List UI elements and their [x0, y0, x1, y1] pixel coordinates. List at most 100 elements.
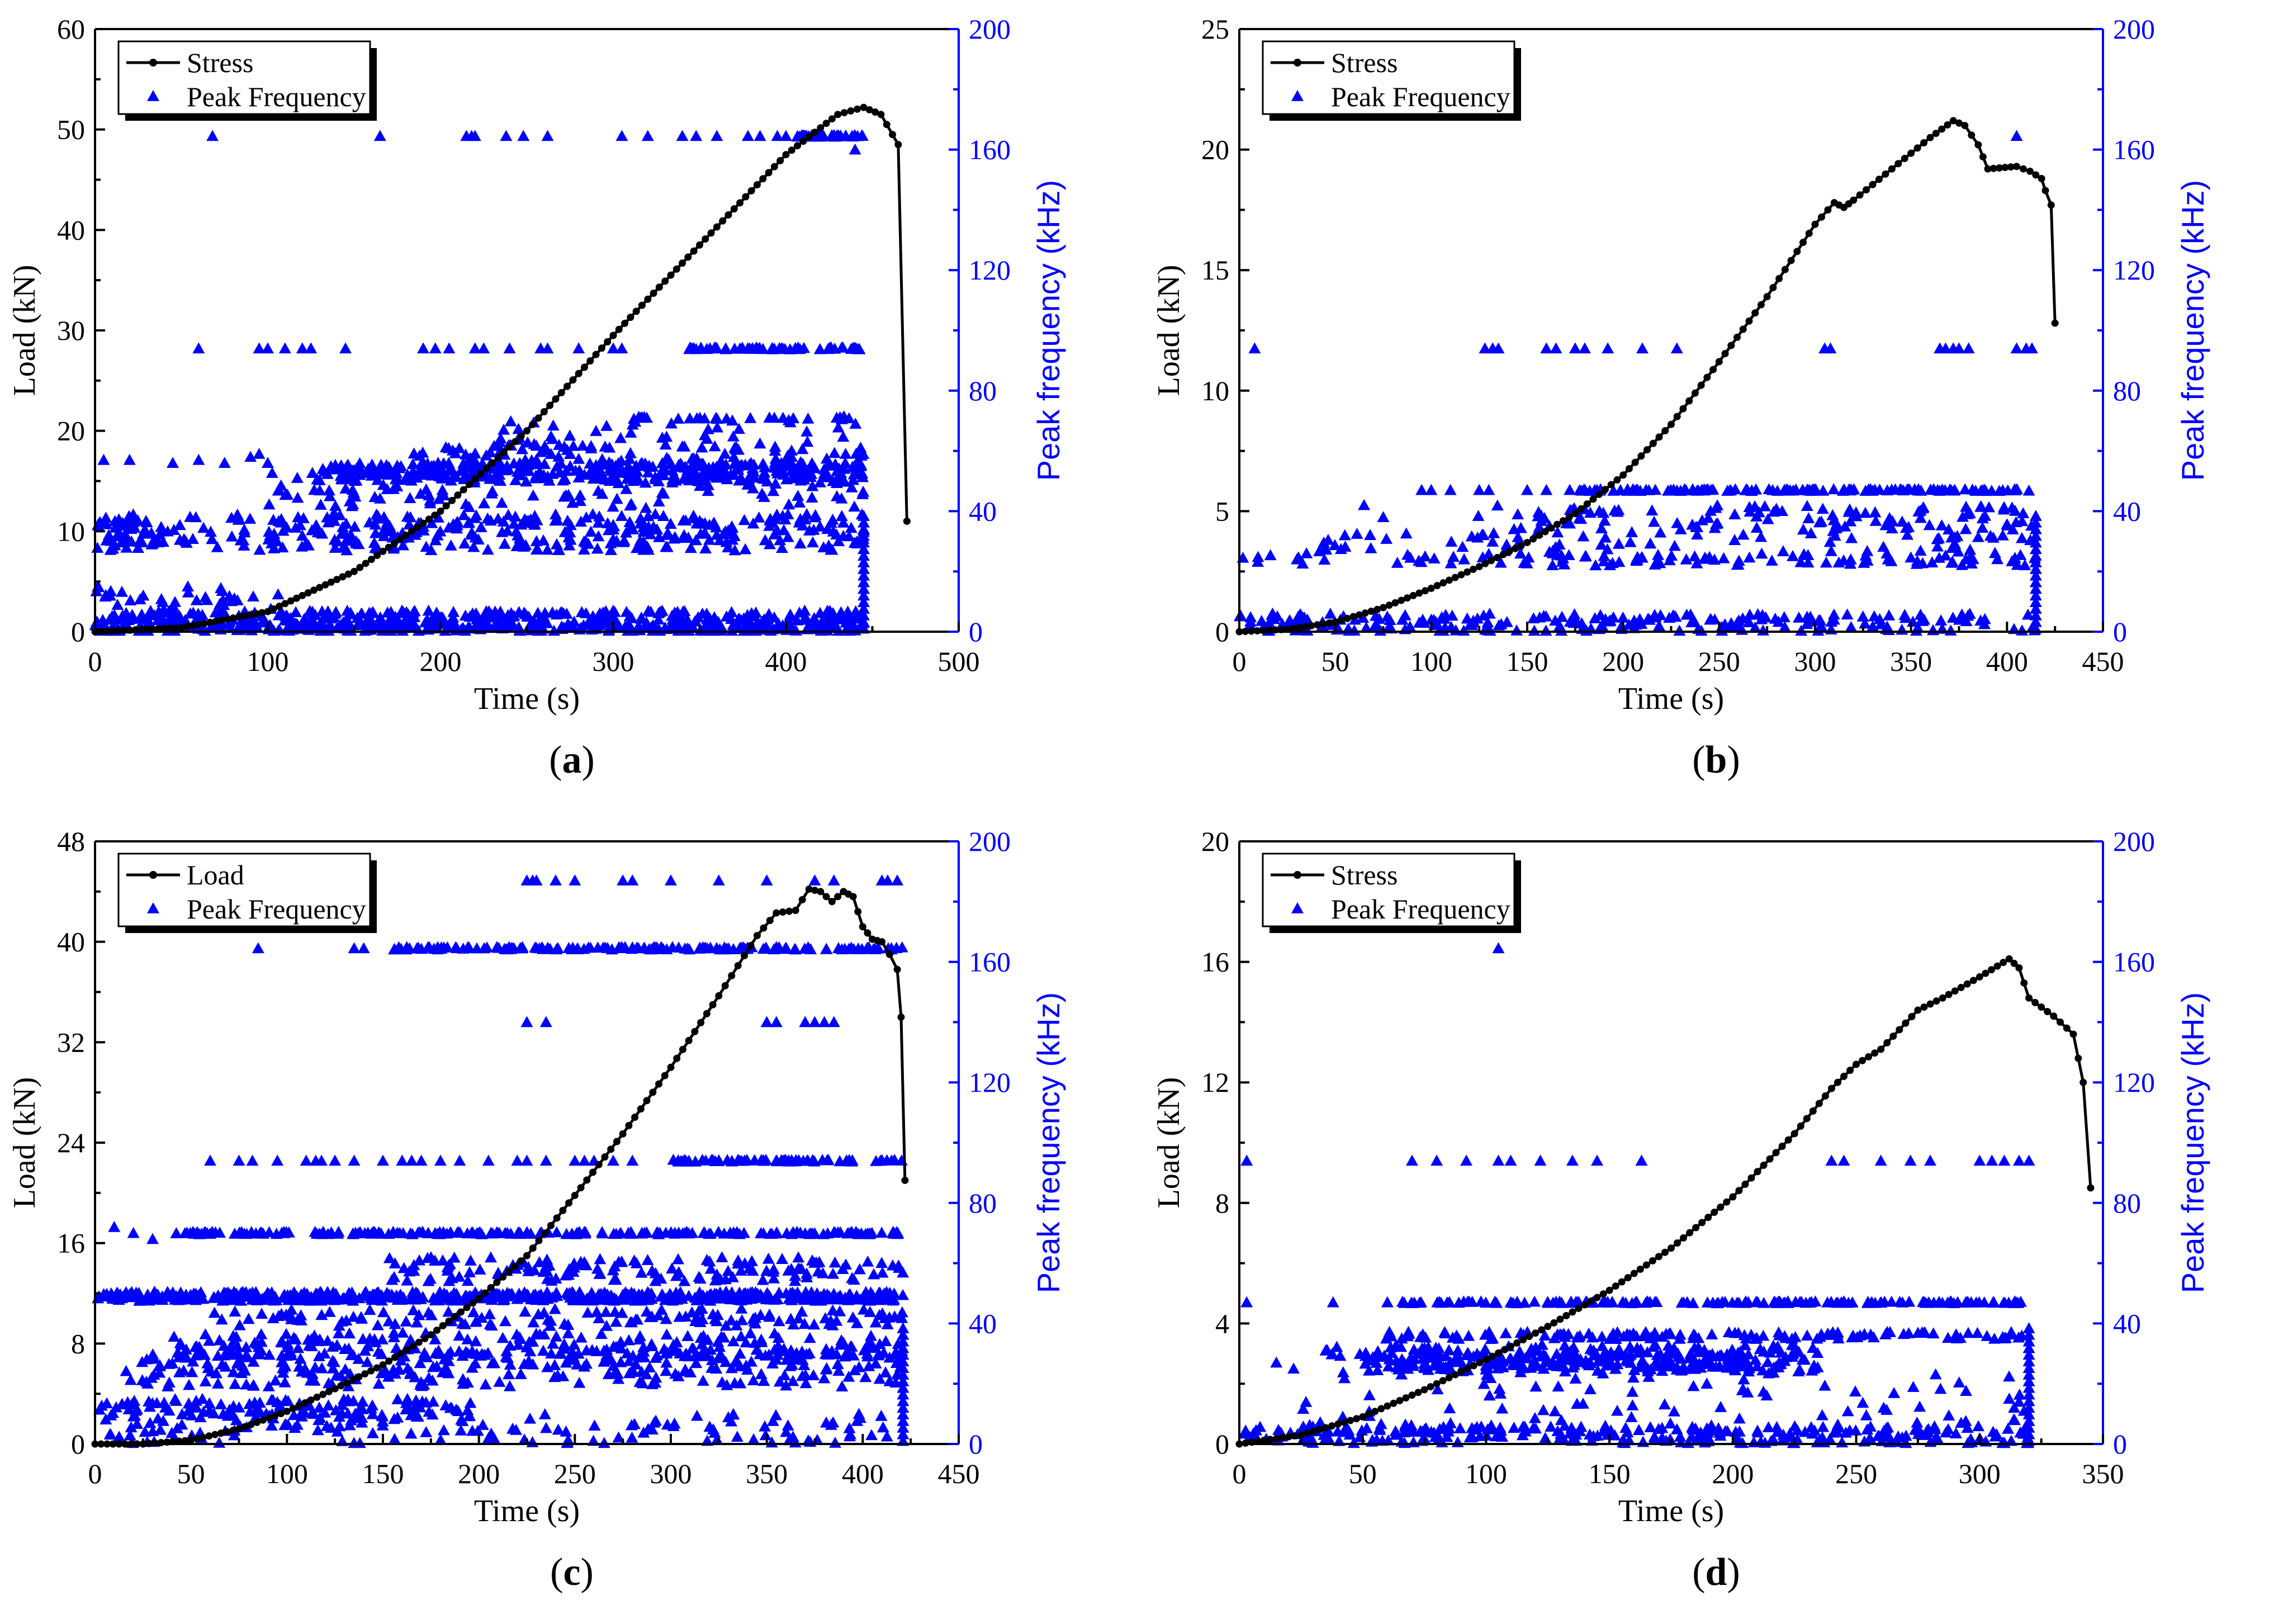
stress-marker: [736, 199, 744, 207]
peak-frequency-point: [409, 528, 421, 540]
peak-frequency-point: [537, 1344, 550, 1356]
peak-frequency-point: [329, 542, 342, 553]
stress-marker: [1721, 350, 1729, 358]
peak-frequency-point: [890, 942, 903, 953]
peak-frequency-point: [875, 1257, 888, 1268]
peak-frequency-point: [845, 522, 858, 533]
peak-frequency-point: [247, 1355, 260, 1367]
stress-marker: [344, 570, 352, 578]
peak-frequency-point: [679, 1365, 691, 1377]
stress-marker: [1565, 513, 1573, 521]
peak-frequency-point: [361, 1289, 373, 1300]
peak-frequency-point: [1599, 531, 1612, 543]
peak-frequency-point: [730, 1353, 743, 1365]
peak-frequency-point: [429, 1347, 442, 1358]
peak-frequency-point: [541, 617, 553, 628]
peak-frequency-point: [796, 1370, 809, 1381]
peak-frequency-point: [678, 1275, 691, 1286]
y-left-tick-label: 25: [1201, 13, 1229, 45]
peak-frequency-point: [669, 1367, 682, 1379]
peak-frequency-point: [1244, 611, 1257, 623]
peak-frequency-point: [229, 1305, 241, 1317]
peak-frequency-point: [532, 607, 544, 618]
peak-frequency-point: [96, 614, 109, 625]
peak-frequency-point: [1313, 545, 1326, 556]
peak-frequency-point: [189, 1341, 202, 1352]
peak-frequency-point: [747, 458, 760, 470]
peak-frequency-point: [1827, 483, 1840, 495]
peak-frequency-point: [757, 457, 770, 469]
peak-frequency-point: [516, 443, 529, 454]
peak-frequency-point: [332, 1327, 345, 1338]
stress-marker: [299, 591, 306, 599]
peak-frequency-point: [1415, 556, 1428, 567]
peak-frequency-point: [827, 1416, 840, 1428]
peak-frequency-point: [1935, 614, 1948, 626]
peak-frequency-point: [1301, 613, 1314, 625]
peak-frequency-point: [1696, 514, 1709, 525]
stress-marker: [644, 295, 652, 303]
peak-frequency-point: [781, 1419, 794, 1431]
peak-frequency-point: [312, 1350, 325, 1361]
peak-frequency-point: [820, 1362, 833, 1374]
peak-frequency-point: [877, 1421, 889, 1433]
peak-frequency-point: [856, 488, 869, 499]
peak-frequency-point: [2029, 562, 2042, 574]
peak-frequency-point: [1841, 608, 1854, 620]
peak-frequency-point: [746, 342, 759, 353]
stress-marker: [1863, 186, 1870, 193]
peak-frequency-point: [179, 534, 192, 546]
peak-frequency-point: [1264, 549, 1277, 561]
peak-frequency-point: [280, 1308, 292, 1320]
stress-marker: [655, 283, 663, 291]
peak-frequency-point: [858, 529, 870, 541]
peak-frequency-point: [1953, 342, 1965, 354]
peak-frequency-point: [1604, 559, 1617, 570]
peak-frequency-point: [305, 342, 318, 354]
peak-frequency-point: [122, 1403, 135, 1414]
peak-frequency-point: [216, 594, 229, 605]
peak-frequency-point: [769, 441, 781, 452]
peak-frequency-point: [1644, 537, 1657, 549]
peak-frequency-point: [873, 1372, 886, 1384]
y-left-tick-label: 10: [1201, 375, 1229, 406]
peak-frequency-point: [1533, 520, 1546, 532]
peak-frequency-point: [710, 1287, 723, 1299]
peak-frequency-point: [325, 1226, 338, 1238]
stress-marker: [333, 576, 341, 584]
peak-frequency-point: [1546, 547, 1559, 558]
peak-frequency-point: [503, 1368, 515, 1380]
peak-frequency-point: [702, 485, 714, 496]
peak-frequency-point: [462, 517, 475, 528]
peak-frequency-point: [1728, 508, 1741, 519]
y-left-tick-label: 50: [57, 114, 85, 145]
peak-frequency-point: [552, 1423, 565, 1435]
peak-frequency-point: [551, 538, 563, 550]
peak-frequency-point: [639, 457, 652, 468]
peak-frequency-point: [141, 1377, 154, 1389]
stress-marker: [1709, 366, 1717, 373]
peak-frequency-point: [471, 1424, 484, 1436]
peak-frequency-point: [2029, 550, 2042, 561]
peak-frequency-point: [620, 605, 633, 617]
peak-frequency-point: [572, 342, 585, 354]
peak-frequency-point: [1670, 484, 1683, 496]
stress-marker: [1446, 576, 1453, 584]
peak-frequency-point: [429, 1227, 442, 1238]
peak-frequency-point: [203, 1404, 216, 1415]
peak-frequency-point: [873, 1338, 886, 1350]
peak-frequency-point: [629, 460, 642, 471]
peak-frequency-point: [527, 1358, 539, 1370]
peak-frequency-point: [639, 476, 652, 488]
peak-frequency-point: [770, 456, 783, 468]
peak-frequency-point: [529, 470, 542, 481]
peak-frequency-point: [741, 1363, 754, 1375]
peak-frequency-point: [263, 1226, 276, 1237]
peak-frequency-point: [2029, 609, 2042, 621]
peak-frequency-point: [876, 1307, 889, 1319]
peak-frequency-point: [784, 1287, 797, 1299]
peak-frequency-point: [437, 1254, 449, 1266]
peak-frequency-point: [674, 1286, 687, 1298]
peak-frequency-point: [280, 1328, 293, 1339]
peak-frequency-point: [664, 518, 677, 529]
